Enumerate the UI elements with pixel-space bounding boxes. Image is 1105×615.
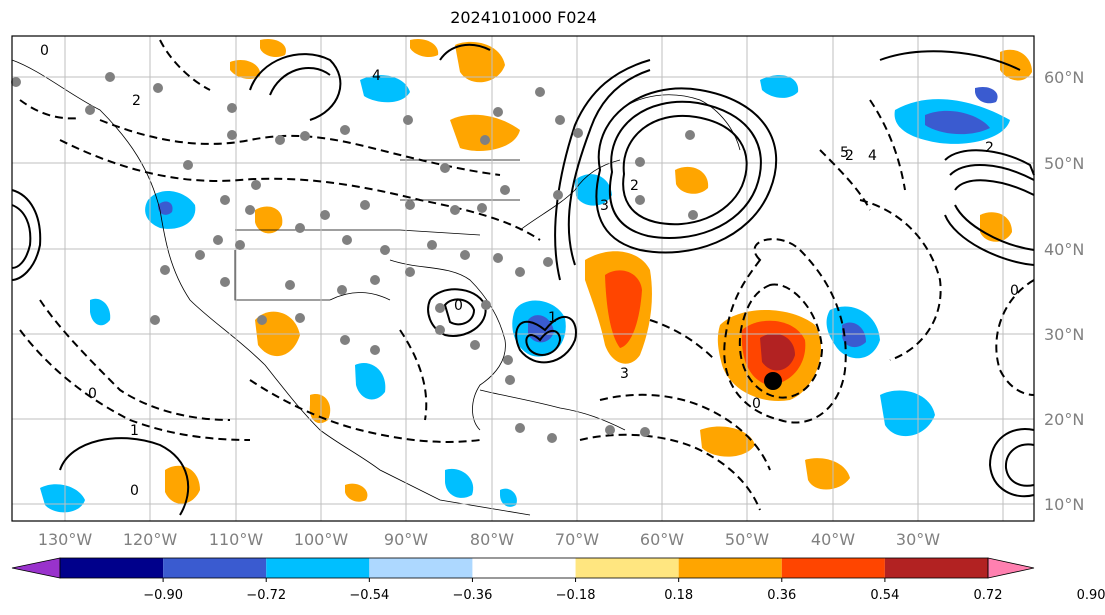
colorbar-tick-label: 0.54 [870, 588, 899, 603]
colorbar-segment [884, 558, 988, 578]
longitude-labels: 130°W 120°W 110°W 100°W 90°W 80°W 70°W 6… [38, 530, 940, 549]
colorbar-segment [781, 558, 885, 578]
colorbar-labels: −0.90 −0.72 −0.54 −0.36 −0.18 0.18 0.36 … [143, 588, 1105, 603]
lon-label: 70°W [555, 530, 599, 549]
lat-label: 10°N [1044, 495, 1084, 514]
contour-label: 3 [620, 366, 629, 382]
colorbar-tick-label: −0.90 [143, 588, 183, 603]
map-background [12, 36, 1034, 521]
lon-label: 40°W [811, 530, 855, 549]
colorbar-segment [60, 558, 164, 578]
lon-label: 50°W [725, 530, 769, 549]
contour-label: 0 [40, 43, 49, 59]
colorbar-segment [163, 558, 267, 578]
colorbar-tick-label: 0.18 [664, 588, 693, 603]
colorbar-tick-label: −0.18 [556, 588, 596, 603]
colorbar-tick-label: 0.36 [767, 588, 796, 603]
lat-label: 30°N [1044, 325, 1084, 344]
map-frame [11, 35, 1035, 522]
colorbar-segment [266, 558, 370, 578]
contour-labels: 0 2 4 1 2 0 3 5 0 0 3 1 2 0 2 4 0 [40, 43, 1019, 499]
contour-label: 0 [1010, 283, 1019, 299]
contour-label: 0 [752, 396, 761, 412]
station-dots [11, 72, 698, 443]
lon-label: 120°W [123, 530, 178, 549]
lat-label: 60°N [1044, 68, 1084, 87]
plot-title: 2024101000 F024 [450, 8, 597, 27]
contour-label: 0 [130, 483, 139, 499]
gridlines [12, 36, 1034, 521]
colorbar-extend-high [987, 557, 1035, 579]
contour-label: 2 [985, 140, 994, 156]
colorbar-tick-label: −0.36 [453, 588, 493, 603]
lat-label: 40°N [1044, 240, 1084, 259]
latitude-labels: 60°N 50°N 40°N 30°N 20°N 10°N [1044, 68, 1084, 514]
colorbar-tick-label: 0.72 [974, 588, 1003, 603]
contour-label: 0 [454, 298, 463, 314]
dashed-contours [19, 39, 1035, 511]
colorbar-segment [678, 558, 782, 578]
lon-label: 100°W [294, 530, 349, 549]
lat-label: 20°N [1044, 410, 1084, 429]
contour-label: 2 [630, 178, 639, 194]
contour-label: 4 [868, 148, 877, 164]
contour-label: 2 [132, 93, 141, 109]
lon-label: 80°W [470, 530, 514, 549]
colorbar-tick-label: 0.90 [1077, 588, 1105, 603]
lon-label: 90°W [384, 530, 428, 549]
storm-center-marker [764, 372, 782, 390]
contour-label: 2 [845, 148, 854, 164]
contour-label: 4 [372, 68, 381, 84]
colorbar-tick-label: −0.54 [349, 588, 389, 603]
lon-label: 130°W [38, 530, 93, 549]
colorbar-tick-label: −0.72 [246, 588, 286, 603]
colorbar-outline [59, 557, 989, 579]
solid-contours [11, 43, 1035, 516]
colorbar-extend-low [11, 557, 61, 579]
contour-label: 1 [130, 423, 139, 439]
contour-label: 0 [88, 386, 97, 402]
contour-label: 5 [840, 145, 849, 161]
positive-shading [165, 38, 1032, 504]
colorbar-segment [369, 558, 473, 578]
colorbar [11, 557, 1035, 582]
colorbar-segment [472, 558, 576, 578]
lon-label: 60°W [640, 530, 684, 549]
lon-label: 30°W [896, 530, 940, 549]
lon-label: 110°W [209, 530, 264, 549]
contour-label: 1 [548, 310, 557, 326]
colorbar-segment [575, 558, 679, 578]
lat-label: 50°N [1044, 154, 1084, 173]
contour-label: 3 [600, 198, 609, 214]
